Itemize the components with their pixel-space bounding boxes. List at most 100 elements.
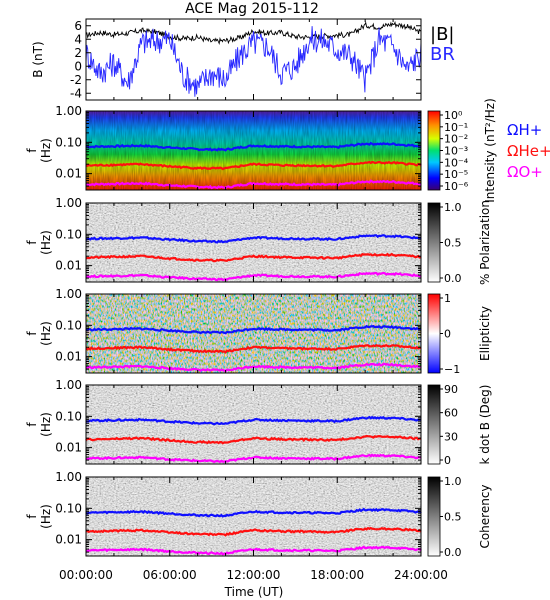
f-tick-label: 0.01 [55, 350, 82, 364]
gyro-line-Oplus [85, 453, 421, 463]
time-tick-label: 00:00:00 [59, 568, 113, 582]
f-tick-label: 0.01 [55, 533, 82, 547]
time-tick-label: 06:00:00 [143, 568, 197, 582]
gyro-legend-0: ΩH+ [507, 121, 542, 139]
colorbar [427, 476, 441, 557]
f-ylabel-line2: (Hz) [39, 321, 53, 346]
b-y-tick-label: -4 [70, 86, 82, 100]
gyro-line-Heplus [85, 343, 422, 354]
b-y-tick-label: -2 [70, 73, 82, 87]
f-ylabel-line1: f [25, 422, 39, 427]
gyro-legend-2: ΩO+ [507, 163, 543, 181]
f-tick-label: 0.10 [55, 409, 82, 423]
time-axis-label: Time (UT) [224, 585, 284, 599]
gyro-line-Hplus [85, 415, 421, 426]
gyro-line-Oplus [85, 179, 422, 190]
plot-title: ACE Mag 2015-112 [185, 1, 319, 17]
f-tick-label: 0.10 [55, 227, 82, 241]
f-tick-label: 1.00 [55, 196, 82, 210]
f-ylabel-line1: f [25, 240, 39, 245]
colorbar [427, 202, 441, 283]
f-ylabel-line1: f [25, 514, 39, 519]
spectrogram-panel-polarization: 1.00 0.10 0.01 f (Hz) 1.0 0.5 0.0 % Polarization [25, 196, 492, 285]
time-tick-label: 12:00:00 [227, 568, 281, 582]
legend-br: BR [430, 44, 455, 65]
colorbar-tick-label: 10⁻⁵ [444, 168, 468, 181]
f-tick-label: 1.00 [55, 470, 82, 484]
gray-spectrogram-image [86, 385, 421, 464]
f-tick-label: 1.00 [55, 104, 82, 118]
colorbar-tick-label: 10⁻³ [444, 145, 468, 158]
colorbar-tick-label: 0 [444, 454, 451, 467]
gyro-line-Heplus [85, 526, 422, 537]
spectrogram-panel-kdotb: 1.00 0.10 0.01 f (Hz) 90 60 30 0 k dot B (Deg) [25, 378, 492, 467]
colorbar-tick-label: 10⁻² [444, 133, 468, 146]
legend-btotal: |B| [430, 24, 454, 45]
gyro-line-Oplus [85, 271, 422, 282]
colorbar-tick-label: 90 [444, 383, 458, 396]
b-y-tick-label: 6 [74, 19, 82, 33]
colorbar-tick-label: 0.5 [444, 511, 462, 524]
f-ylabel-line2: (Hz) [39, 138, 53, 163]
colorbar-tick-label: 0.0 [444, 272, 462, 285]
gray-spectrogram-image [86, 203, 421, 282]
f-tick-label: 0.01 [55, 441, 82, 455]
colorbar-label: % Polarization [478, 200, 492, 285]
b-y-tick-label: 4 [74, 32, 82, 46]
colorbar-tick-label: 1 [444, 292, 451, 305]
f-tick-label: 1.00 [55, 378, 82, 392]
spectrogram-panel-intensity: 1.00 0.10 0.01 f (Hz) 10⁰10⁻¹10⁻²10⁻³10⁻⁴10⁻⁵… [25, 98, 497, 203]
intensity-texture [86, 111, 421, 190]
series-line-br [85, 26, 422, 97]
colorbar-tick-label: 30 [444, 430, 458, 443]
gyro-legend-1: ΩHe+ [507, 142, 550, 160]
gyro-line-Heplus [85, 160, 422, 171]
colorbar-tick-label: 0 [444, 328, 451, 341]
colorbar [427, 293, 441, 374]
b-y-tick-label: 0 [74, 59, 82, 73]
ellipticity-image [86, 294, 421, 373]
colorbar-label: Coherency [478, 484, 492, 548]
gyro-line-Hplus [85, 324, 421, 335]
colorbar-tick-label: −1 [444, 363, 460, 376]
spectrogram-panel-coherency: 1.00 0.10 0.01 f (Hz) 1.0 0.5 0.0 Coherency [25, 470, 492, 559]
f-ylabel-line2: (Hz) [39, 412, 53, 437]
f-ylabel-line1: f [25, 148, 39, 153]
f-tick-label: 0.10 [55, 318, 82, 332]
gyro-line-Hplus [85, 141, 422, 152]
b-y-tick-label: 2 [74, 46, 82, 60]
time-tick-label: 24:00:00 [394, 568, 448, 582]
colorbar-tick-label: 1.0 [444, 201, 462, 214]
spectrogram-panel-ellipticity: 1.00 0.10 0.01 f (Hz) 1 0 −1 Ellipticity [25, 287, 492, 376]
f-tick-label: 0.10 [55, 135, 82, 149]
colorbar-label: Intensity (nT²/Hz) [483, 98, 497, 203]
colorbar [427, 110, 441, 191]
colorbar-tick-label: 60 [444, 407, 458, 420]
gray-spectrogram-image [86, 477, 421, 556]
colorbar-label: Ellipticity [478, 306, 492, 361]
colorbar [427, 384, 441, 465]
f-ylabel-line1: f [25, 331, 39, 336]
colorbar-tick-label: 10⁰ [444, 109, 463, 122]
gyro-line-Oplus [85, 362, 422, 373]
gyro-line-Oplus [85, 545, 422, 556]
f-tick-label: 0.01 [55, 259, 82, 273]
f-tick-label: 0.10 [55, 501, 82, 515]
gyro-line-Hplus [85, 234, 421, 244]
f-ylabel-line2: (Hz) [39, 504, 53, 529]
f-ylabel-line2: (Hz) [39, 230, 53, 255]
b-ylabel: B (nT) [31, 41, 45, 77]
gyro-line-Heplus [85, 434, 422, 445]
time-tick-label: 18:00:00 [310, 568, 364, 582]
colorbar-tick-label: 10⁻¹ [444, 121, 468, 134]
colorbar-tick-label: 10⁻⁶ [444, 180, 469, 193]
colorbar-tick-label: 0.0 [444, 546, 462, 559]
colorbar-label: k dot B (Deg) [478, 385, 492, 465]
colorbar-tick-label: 0.5 [444, 237, 462, 250]
f-tick-label: 1.00 [55, 287, 82, 301]
gyro-line-Heplus [85, 252, 422, 263]
colorbar-tick-label: 10⁻⁴ [444, 156, 469, 169]
f-tick-label: 0.01 [55, 167, 82, 181]
gyro-line-Hplus [85, 507, 422, 518]
